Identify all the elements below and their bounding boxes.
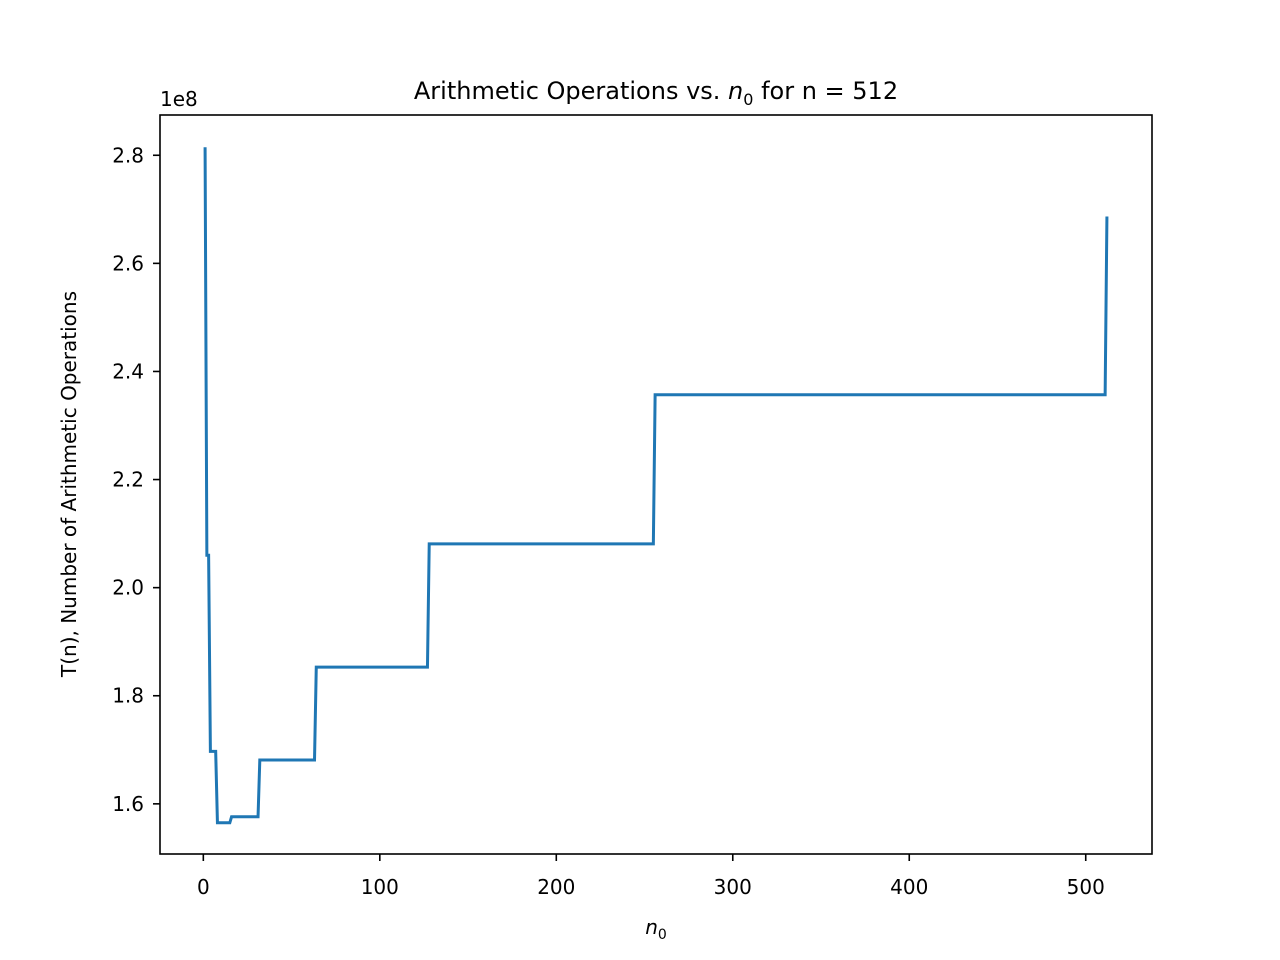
y-axis-label: T(n), Number of Arithmetic Operations — [57, 291, 81, 678]
x-tick-label: 500 — [1067, 875, 1105, 899]
x-tick-label: 300 — [714, 875, 752, 899]
x-axis-label-variable: n — [645, 915, 658, 939]
chart-title-suffix: for n = 512 — [753, 77, 898, 105]
x-tick-label: 400 — [890, 875, 928, 899]
x-tick-label: 0 — [197, 875, 210, 899]
x-axis-label: n0 — [645, 915, 667, 943]
x-axis-ticks: 0 100 200 300 400 500 — [197, 854, 1105, 899]
axes-frame — [159, 114, 1153, 855]
y-tick-label: 2.8 — [112, 143, 144, 167]
y-axis-ticks: 1.6 1.8 2.0 2.2 2.4 2.6 2.8 — [112, 143, 160, 816]
y-tick-label: 2.6 — [112, 251, 144, 275]
y-tick-label: 1.6 — [112, 792, 144, 816]
y-tick-label: 1.8 — [112, 684, 144, 708]
chart-title: Arithmetic Operations vs. n0 for n = 512 — [414, 77, 898, 109]
plot-area — [203, 147, 1109, 825]
x-axis-label-subscript: 0 — [658, 927, 667, 943]
x-tick-label: 100 — [361, 875, 399, 899]
chart-title-subscript: 0 — [743, 90, 753, 109]
series-line — [203, 147, 1109, 825]
y-tick-label: 2.2 — [112, 468, 144, 492]
y-tick-label: 2.0 — [112, 576, 144, 600]
x-tick-label: 200 — [537, 875, 575, 899]
y-offset-label: 1e8 — [160, 87, 198, 111]
chart-title-variable: n — [728, 77, 743, 105]
y-tick-label: 2.4 — [112, 359, 144, 383]
chart-title-prefix: Arithmetic Operations vs. — [414, 77, 728, 105]
